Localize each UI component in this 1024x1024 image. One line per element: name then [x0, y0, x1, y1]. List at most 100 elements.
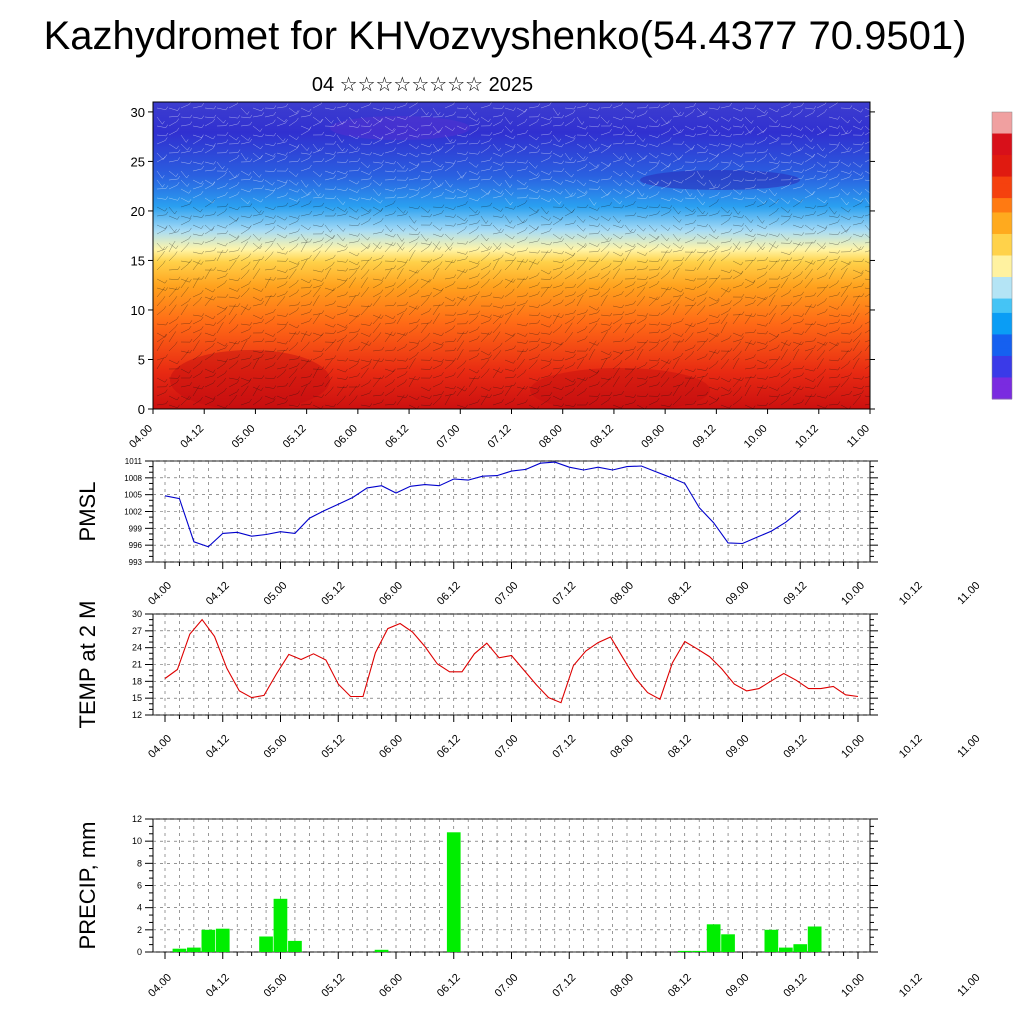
wind-barb-flag — [353, 277, 357, 281]
wind-barb — [660, 262, 667, 271]
wind-barb-flag — [245, 304, 249, 308]
wind-barb-flag — [678, 238, 681, 242]
wind-barb — [372, 161, 382, 164]
wind-barb — [492, 326, 500, 334]
wind-barb — [252, 303, 262, 307]
wind-barb — [192, 161, 202, 165]
wind-barb-flag — [378, 241, 381, 245]
wind-barb-flag — [705, 400, 709, 404]
wind-barb — [672, 249, 682, 253]
x-tick-label: 04.12 — [204, 580, 232, 608]
wind-barb — [708, 179, 715, 188]
wind-barb — [672, 242, 681, 249]
wind-barb-flag — [213, 166, 217, 171]
wind-barb — [624, 354, 633, 361]
wind-barb-flag — [477, 310, 481, 314]
wind-barb — [540, 158, 550, 163]
wind-barb-flag — [345, 304, 349, 308]
wind-barb — [300, 143, 308, 151]
wind-barb-flag — [357, 372, 361, 377]
wind-barb — [228, 382, 238, 388]
wind-barb-flag — [777, 393, 781, 398]
wind-barb-flag — [825, 333, 828, 337]
wind-barb-flag — [609, 376, 613, 380]
wind-barb — [648, 275, 658, 280]
wind-barb-flag — [224, 387, 227, 392]
wind-barb-flag — [381, 346, 385, 351]
wind-barb — [504, 188, 512, 196]
wind-barb-flag — [297, 198, 300, 202]
wind-barb-flag — [357, 265, 361, 269]
wind-barb — [504, 107, 514, 111]
wind-barb-flag — [320, 405, 324, 409]
wind-barb — [624, 303, 634, 307]
wind-barb — [264, 254, 272, 262]
wind-barb-flag — [225, 344, 228, 349]
wind-barb-flag — [404, 261, 407, 266]
wind-barb — [324, 177, 334, 181]
wind-barb — [864, 287, 870, 290]
wind-barb — [612, 188, 621, 195]
wind-barb-flag — [449, 393, 452, 398]
wind-barb-flag — [417, 134, 420, 138]
wind-barb — [492, 402, 502, 406]
wind-barb-flag — [549, 227, 552, 232]
wind-barb-flag — [874, 400, 876, 403]
wind-barb-flag — [333, 174, 337, 179]
wind-barb — [396, 233, 403, 242]
wind-barb-flag — [309, 210, 313, 215]
wind-barb — [792, 201, 801, 208]
wind-barb-flag — [764, 360, 768, 364]
colorbar-band — [992, 162, 1012, 170]
wind-barb — [588, 251, 599, 253]
wind-barb-flag — [416, 109, 419, 113]
wind-barb — [408, 134, 418, 138]
wind-barb-flag — [571, 173, 574, 178]
wind-barb-flag — [690, 250, 693, 255]
wind-barb-flag — [585, 191, 588, 195]
wind-barb — [732, 188, 741, 195]
wind-barb-flag — [284, 181, 288, 186]
wind-barb — [384, 131, 394, 136]
wind-barb-flag — [174, 296, 178, 300]
colorbar-band — [992, 112, 1012, 120]
wind-barb-flag — [776, 245, 779, 249]
wind-barb-flag — [788, 342, 792, 346]
wind-barb-flag — [249, 322, 253, 326]
wind-barb — [396, 346, 406, 352]
wind-barb-flag — [201, 183, 204, 187]
wind-barb-flag — [849, 105, 853, 109]
wind-barb — [324, 314, 334, 320]
wind-barb — [420, 194, 430, 199]
wind-barb — [648, 314, 659, 316]
wind-barb — [528, 134, 537, 141]
wind-barb-flag — [657, 296, 660, 300]
wind-barb-flag — [260, 315, 264, 319]
wind-barb-flag — [714, 278, 718, 282]
wind-barb — [480, 320, 490, 325]
wind-barb-flag — [813, 174, 817, 179]
wind-barb-flag — [572, 388, 575, 392]
wind-barb-flag — [715, 333, 719, 337]
cold-core — [640, 170, 800, 190]
wind-barb-flag — [597, 115, 601, 119]
wind-barb — [228, 296, 238, 299]
wind-barb — [336, 294, 346, 298]
wind-barb — [456, 242, 466, 245]
wind-barb — [864, 365, 870, 370]
wind-barb — [756, 347, 766, 352]
wind-barb — [648, 134, 658, 138]
wind-barb — [528, 251, 538, 254]
wind-barb-flag — [177, 375, 181, 379]
wind-barb-flag — [332, 234, 335, 239]
wind-barb-flag — [176, 127, 180, 131]
wind-barb-flag — [499, 182, 502, 187]
wind-barb — [516, 332, 526, 337]
wind-barb — [168, 287, 178, 290]
wind-barb — [276, 366, 286, 370]
wind-barb — [252, 356, 262, 361]
wind-barb — [492, 305, 502, 309]
wind-barb-flag — [416, 289, 420, 294]
wind-barb — [576, 273, 585, 280]
